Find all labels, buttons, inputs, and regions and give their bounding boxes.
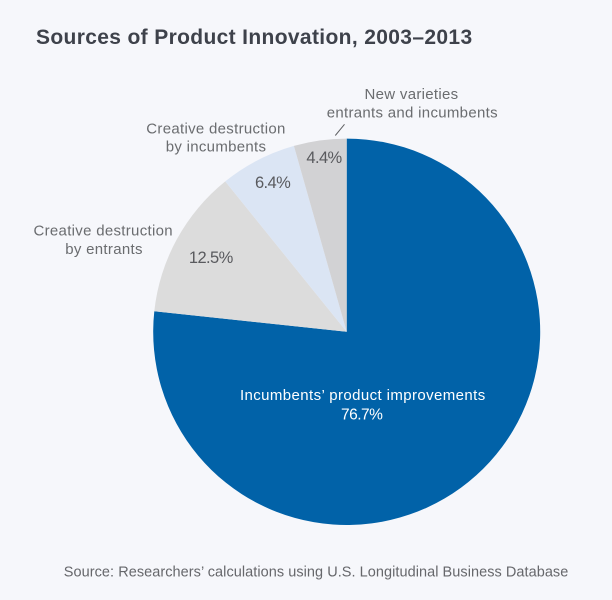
svg-text:Incumbents’ product improvemen: Incumbents’ product improvements: [240, 387, 486, 404]
svg-text:by incumbents: by incumbents: [166, 139, 267, 156]
svg-text:Sources of Product Innovation,: Sources of Product Innovation, 2003–2013: [36, 26, 472, 49]
svg-text:4.4%: 4.4%: [306, 149, 342, 167]
svg-text:Creative destruction: Creative destruction: [146, 120, 285, 137]
svg-text:entrants and incumbents: entrants and incumbents: [327, 105, 498, 122]
svg-text:by entrants: by entrants: [65, 241, 143, 258]
svg-text:Creative destruction: Creative destruction: [33, 223, 172, 240]
svg-text:76.7%: 76.7%: [341, 406, 383, 423]
svg-text:12.5%: 12.5%: [189, 249, 234, 267]
svg-text:6.4%: 6.4%: [255, 174, 291, 192]
svg-text:New varieties: New varieties: [365, 86, 459, 103]
svg-text:Source: Researchers’ calculati: Source: Researchers’ calculations using …: [64, 565, 569, 581]
